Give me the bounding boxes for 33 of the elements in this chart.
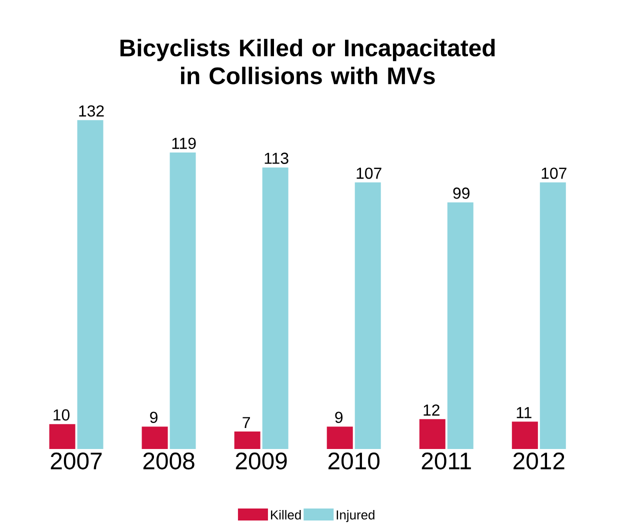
data-label: 113 [264, 152, 288, 164]
bar [262, 167, 288, 449]
chart-title: Bicyclists Killed or Incapacitated in Collisions with MVs [120, 38, 495, 84]
bar [540, 182, 566, 449]
data-label: 7 [242, 417, 250, 428]
legend-label: Killed [271, 510, 301, 520]
bar [447, 202, 474, 449]
data-label: 132 [79, 105, 104, 117]
data-label: 9 [335, 412, 343, 424]
x-tick-label: 2012 [514, 452, 564, 470]
bar [170, 152, 196, 449]
bar [326, 426, 353, 449]
data-label: 12 [424, 404, 440, 416]
bar [49, 424, 76, 449]
bar [142, 426, 168, 449]
data-label: 9 [150, 412, 158, 424]
x-tick-label: 2007 [50, 452, 102, 470]
data-label: 10 [54, 409, 70, 421]
data-label: 99 [453, 188, 470, 199]
bar [77, 120, 104, 449]
bar [419, 419, 446, 449]
x-tick-label: 2009 [236, 452, 287, 470]
bar [234, 432, 260, 449]
bar [512, 422, 538, 449]
x-tick-label: 2011 [422, 452, 471, 470]
x-tick-label: 2008 [143, 452, 194, 470]
x-tick-label: 2010 [328, 452, 380, 470]
legend-label: Injured [336, 510, 374, 522]
data-label: 107 [356, 168, 382, 179]
data-label: 119 [172, 138, 196, 150]
data-label: 107 [542, 168, 566, 179]
bar [354, 182, 381, 449]
data-label: 11 [516, 407, 532, 418]
